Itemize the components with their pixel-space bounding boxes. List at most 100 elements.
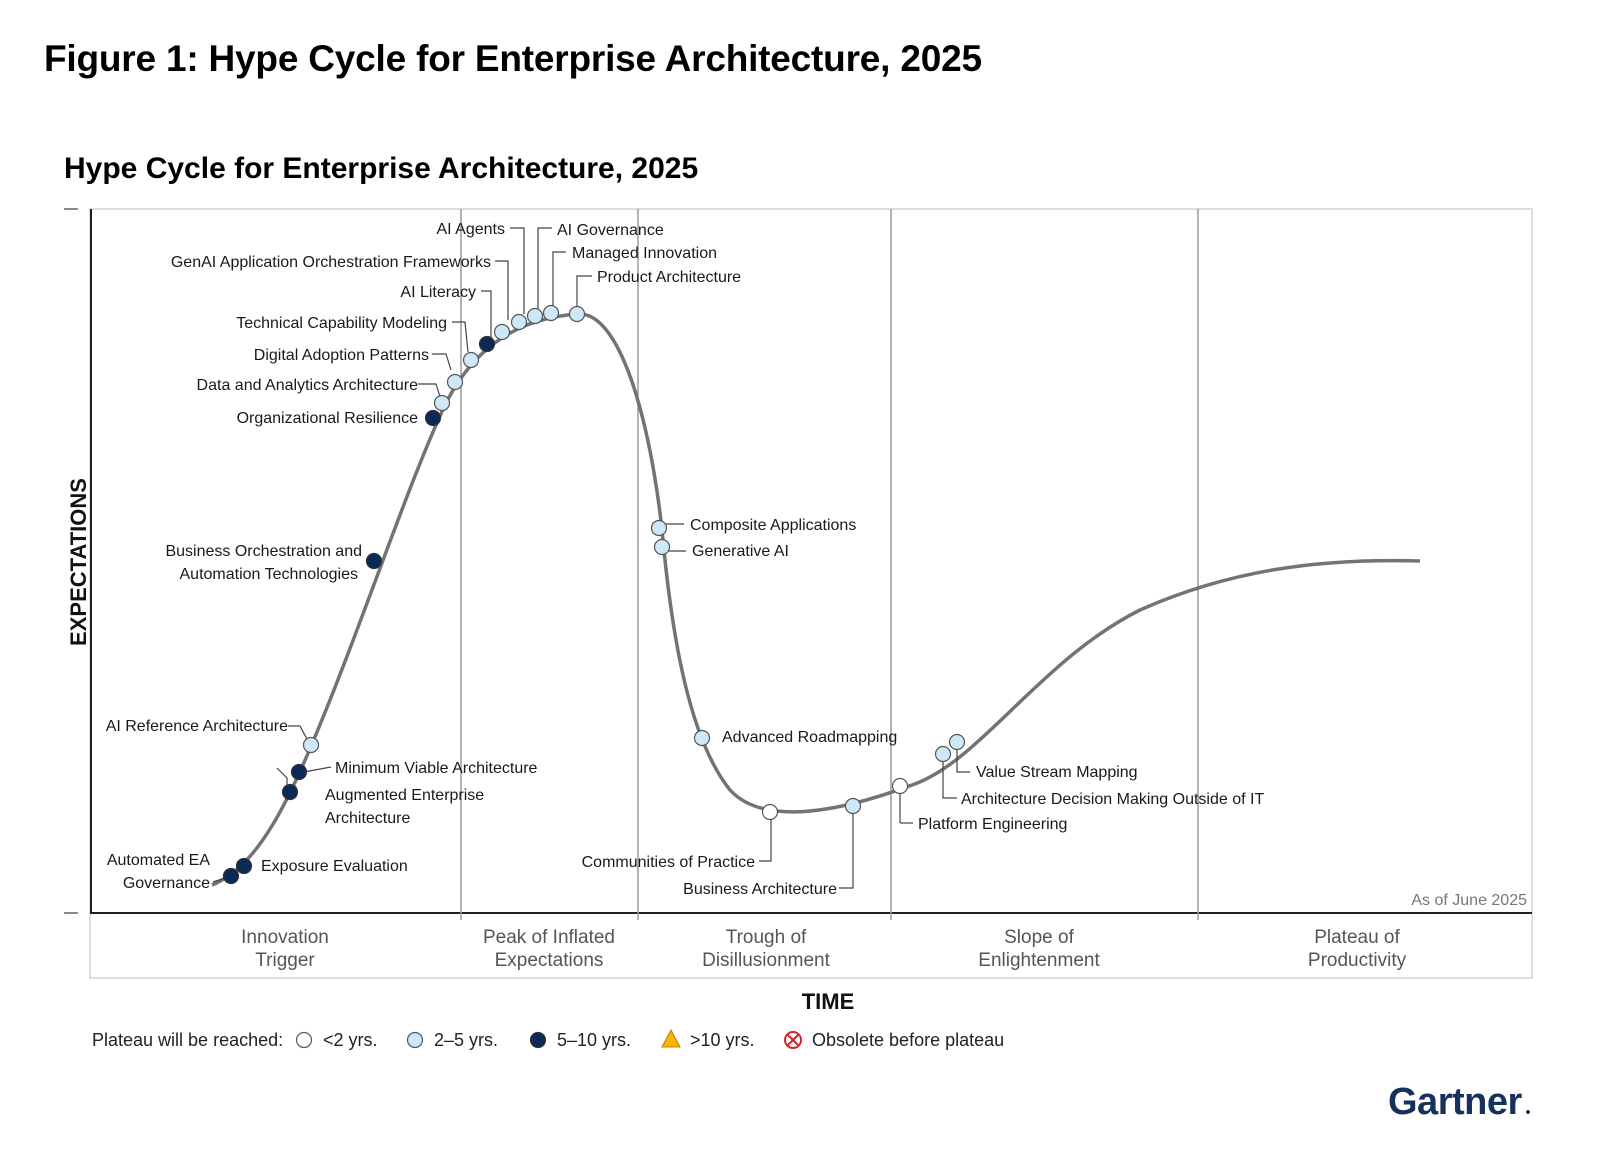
phase-label-line: Enlightenment (978, 950, 1100, 971)
legend-item-label: Obsolete before plateau (812, 1030, 1004, 1050)
tech-label: Platform Engineering (918, 816, 1067, 833)
x-axis-label: TIME (802, 989, 855, 1014)
marker-augmented-enterprise-architecture (281, 783, 299, 801)
leader-lines (212, 227, 970, 889)
marker-product-architecture (568, 305, 586, 323)
phase-dividers (460, 209, 1199, 920)
leader-line (576, 275, 592, 308)
phase-label-line: Peak of Inflated (483, 927, 615, 948)
tech-label: Minimum Viable Architecture (335, 760, 538, 777)
leader-line (432, 353, 452, 371)
as-of-note: As of June 2025 (1411, 892, 1527, 909)
leader-line (839, 806, 854, 889)
tech-label: AI Literacy (400, 284, 476, 301)
marker-business-orchestration (365, 552, 383, 570)
leader-line (942, 757, 957, 799)
marker-ai-literacy (478, 335, 496, 353)
tech-label: Automated EA (107, 852, 211, 869)
tech-label: Governance (123, 875, 210, 892)
legend-item-label: <2 yrs. (323, 1030, 378, 1050)
marker-ai-reference-architecture (302, 736, 320, 754)
marker-value-stream-mapping (948, 733, 966, 751)
tech-label: Automation Technologies (180, 566, 359, 583)
tech-label: Product Architecture (597, 269, 741, 286)
legend-marker-gt10 (661, 1028, 681, 1048)
marker-business-architecture (844, 797, 862, 815)
phase-label-line: Trough of (726, 927, 807, 948)
phase-label-peak: Peak of Inflated Expectations (483, 927, 615, 971)
phase-label-line: Disillusionment (702, 950, 830, 971)
phase-label-line: Expectations (495, 950, 604, 971)
legend-marker-5to10 (529, 1031, 547, 1049)
marker-generative-ai (653, 538, 671, 556)
marker-automated-ea-governance (222, 867, 240, 885)
marker-genai-application-orchestration-frameworks (493, 323, 511, 341)
legend-item-label: >10 yrs. (690, 1030, 755, 1050)
phase-label-line: Slope of (1004, 927, 1074, 948)
chart-title: Hype Cycle for Enterprise Architecture, … (64, 152, 698, 185)
leader-line (288, 725, 309, 742)
phase-label-trough: Trough of Disillusionment (702, 927, 830, 971)
legend-item-label: 2–5 yrs. (434, 1030, 498, 1050)
obsolete-icon-cross (787, 1034, 799, 1046)
leader-line (495, 260, 509, 320)
tech-label: Value Stream Mapping (976, 764, 1138, 781)
leader-line (956, 746, 970, 773)
gartner-logo-dot (1526, 1110, 1530, 1114)
leader-line (537, 227, 552, 310)
technology-markers (222, 304, 966, 885)
tech-label: Architecture (325, 810, 410, 827)
tech-label: Business Orchestration and (165, 543, 362, 560)
leader-line (481, 290, 492, 339)
marker-technical-capability-modeling (462, 351, 480, 369)
legend-marker-2to5 (406, 1031, 424, 1049)
marker-composite-applications (650, 519, 668, 537)
technology-labels: Automated EA Governance Exposure Evaluat… (106, 221, 1265, 898)
marker-organizational-resilience (424, 409, 442, 427)
tech-label: Advanced Roadmapping (722, 729, 897, 746)
marker-minimum-viable-architecture (290, 763, 308, 781)
leader-line (418, 383, 442, 401)
marker-communities-of-practice (761, 803, 779, 821)
marker-data-and-analytics-architecture (433, 394, 451, 412)
tech-label: Data and Analytics Architecture (197, 377, 419, 394)
marker-digital-adoption-patterns (446, 373, 464, 391)
phase-label-innovation-trigger: Innovation Trigger (241, 927, 329, 971)
tech-label: Business Architecture (683, 881, 837, 898)
tech-label: GenAI Application Orchestration Framewor… (171, 254, 491, 271)
phase-label-line: Productivity (1308, 950, 1407, 971)
tech-label: AI Governance (557, 222, 664, 239)
gartner-logo: Gartner (1388, 1081, 1522, 1123)
leader-line (303, 766, 332, 773)
marker-advanced-roadmapping (693, 729, 711, 747)
tech-label: Technical Capability Modeling (236, 315, 447, 332)
leader-line (759, 811, 772, 862)
tech-label: Augmented Enterprise (325, 787, 484, 804)
legend-marker-obsolete (784, 1031, 802, 1049)
y-axis-label: EXPECTATIONS (66, 478, 91, 646)
phase-label-plateau: Plateau of Productivity (1308, 927, 1407, 971)
phase-label-line: Trigger (255, 950, 315, 971)
tech-label: Managed Innovation (572, 245, 717, 262)
legend-label: Plateau will be reached: (92, 1030, 283, 1050)
figure-title: Figure 1: Hype Cycle for Enterprise Arch… (44, 38, 982, 79)
legend: Plateau will be reached: <2 yrs. 2–5 yrs… (92, 1028, 1004, 1050)
marker-architecture-decision-making (934, 745, 952, 763)
marker-ai-agents (510, 313, 528, 331)
tech-label: Organizational Resilience (237, 410, 419, 427)
tech-label: Composite Applications (690, 517, 856, 534)
legend-marker-lt2 (295, 1031, 313, 1049)
leader-line (510, 227, 525, 314)
phase-label-line: Plateau of (1314, 927, 1400, 948)
tech-label: Communities of Practice (582, 854, 755, 871)
tech-label: Architecture Decision Making Outside of … (961, 791, 1264, 808)
tech-label: Digital Adoption Patterns (254, 347, 429, 364)
tech-label: Exposure Evaluation (261, 858, 408, 875)
marker-exposure-evaluation (235, 857, 253, 875)
tech-label: AI Agents (437, 221, 506, 238)
marker-ai-governance (526, 307, 544, 325)
marker-platform-engineering (891, 777, 909, 795)
leader-line (552, 251, 566, 308)
marker-managed-innovation (542, 304, 560, 322)
